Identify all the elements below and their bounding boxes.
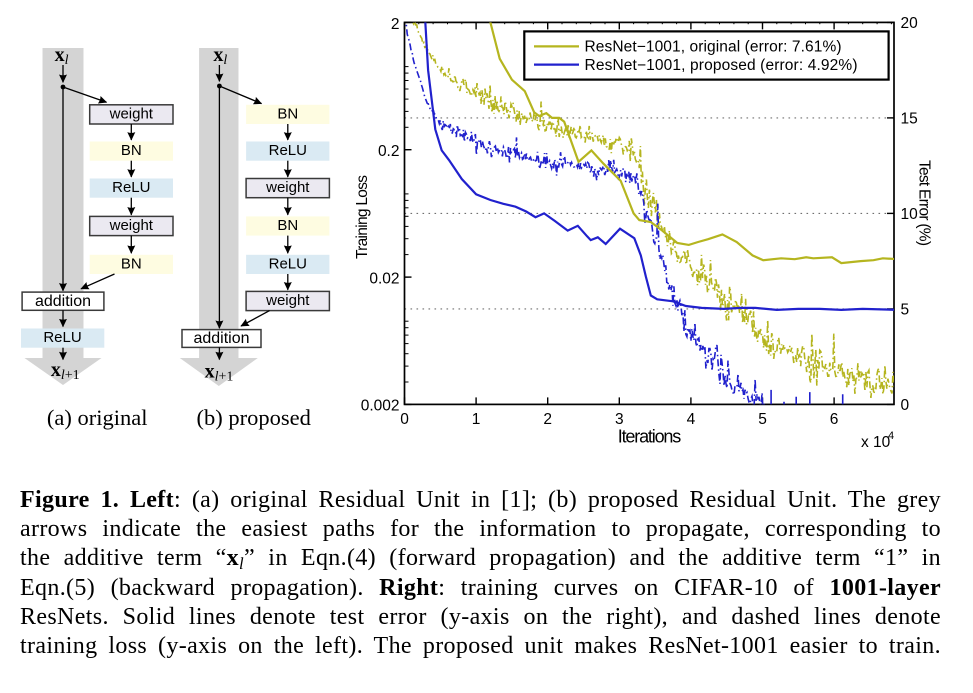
- svg-text:(a) original: (a) original: [47, 405, 148, 430]
- svg-text:weight: weight: [265, 179, 310, 196]
- svg-text:BN: BN: [121, 255, 142, 272]
- svg-text:Training Loss: Training Loss: [354, 175, 371, 259]
- svg-text:20: 20: [901, 15, 919, 32]
- svg-text:3: 3: [615, 411, 624, 428]
- svg-text:1: 1: [472, 411, 481, 428]
- svg-text:ReLU: ReLU: [43, 329, 81, 346]
- svg-text:BN: BN: [277, 105, 298, 122]
- svg-text:ReLU: ReLU: [269, 255, 307, 272]
- svg-text:15: 15: [901, 111, 918, 128]
- svg-text:ReLU: ReLU: [112, 179, 150, 196]
- svg-text:ResNet−1001, proposed (error:: ResNet−1001, proposed (error: 4.92%): [585, 57, 858, 74]
- svg-text:6: 6: [830, 411, 839, 428]
- svg-text:0: 0: [901, 397, 910, 414]
- svg-text:0.02: 0.02: [369, 271, 399, 288]
- svg-text:2: 2: [391, 16, 400, 33]
- svg-text:BN: BN: [277, 217, 298, 234]
- svg-text:weight: weight: [109, 217, 154, 234]
- svg-text:xl+1: xl+1: [205, 361, 234, 385]
- svg-text:5: 5: [758, 411, 767, 428]
- svg-text:4: 4: [687, 411, 696, 428]
- svg-text:Iterations: Iterations: [618, 427, 682, 447]
- svg-text:4: 4: [888, 430, 894, 442]
- svg-text:weight: weight: [109, 105, 154, 122]
- svg-text:xl+1: xl+1: [51, 359, 80, 383]
- svg-text:BN: BN: [121, 142, 142, 159]
- svg-text:addition: addition: [193, 330, 249, 347]
- svg-text:10: 10: [901, 206, 919, 223]
- svg-text:0.002: 0.002: [361, 397, 400, 414]
- svg-text:0.2: 0.2: [378, 143, 400, 160]
- svg-text:ResNet−1001, original (error:: ResNet−1001, original (error: 7.61%): [585, 39, 842, 56]
- svg-text:5: 5: [901, 302, 910, 319]
- svg-text:addition: addition: [35, 293, 91, 310]
- svg-text:2: 2: [543, 411, 552, 428]
- svg-text:Test Error (%): Test Error (%): [916, 160, 933, 246]
- svg-text:ReLU: ReLU: [269, 142, 307, 159]
- svg-text:weight: weight: [265, 292, 310, 309]
- svg-text:xl: xl: [55, 44, 69, 68]
- svg-text:x 10: x 10: [861, 434, 891, 451]
- svg-text:xl: xl: [213, 44, 227, 68]
- svg-text:0: 0: [400, 411, 409, 428]
- svg-text:(b) proposed: (b) proposed: [197, 405, 311, 430]
